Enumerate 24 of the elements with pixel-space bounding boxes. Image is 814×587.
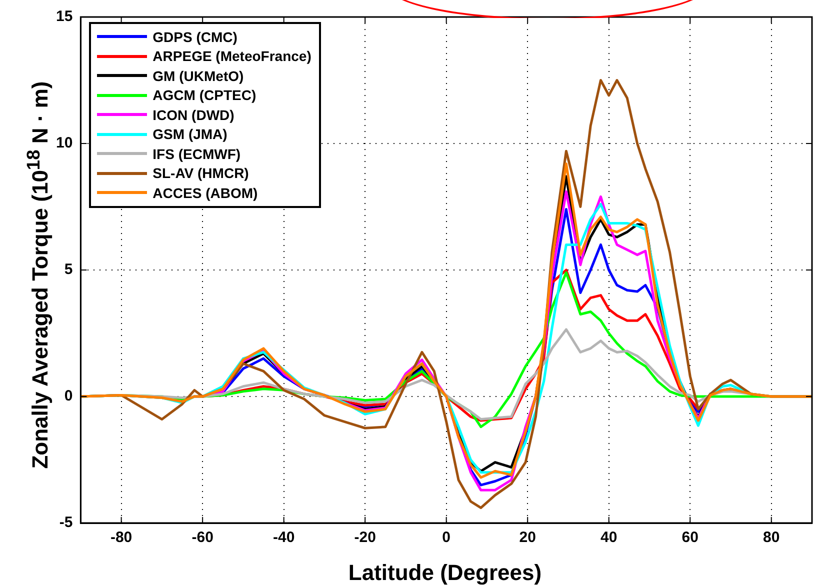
y-tick-label: 0: [64, 388, 73, 405]
x-tick-label: 0: [442, 529, 451, 546]
y-tick-label: 5: [64, 261, 73, 278]
x-tick-label: 80: [763, 529, 780, 546]
y-tick-label: -5: [59, 514, 73, 532]
x-tick-label: -20: [354, 529, 376, 546]
x-axis-title: Latitude (Degrees): [348, 560, 542, 586]
x-tick-label: -40: [272, 529, 295, 546]
legend-label: ICON (DWD): [152, 106, 234, 123]
x-tick-label: 40: [600, 529, 618, 546]
legend-label: ACCES (ABOM): [152, 184, 258, 201]
legend-label: ARPEGE (MeteoFrance): [152, 48, 312, 64]
legend-label: IFS (ECMWF): [152, 146, 241, 162]
y-tick-label: 15: [56, 8, 73, 26]
x-tick-label: 60: [682, 529, 698, 546]
x-tick-label: -60: [192, 529, 214, 546]
y-tick-label: 10: [56, 134, 73, 152]
legend-label: GSM (JMA): [152, 126, 228, 142]
legend-label: SL-AV (HMCR): [152, 165, 249, 182]
legend-label: GDPS (CMC): [152, 28, 238, 45]
x-tick-label: 20: [519, 529, 536, 546]
legend-label: GM (UKMetO): [152, 68, 244, 84]
legend-label: AGCM (CPTEC): [152, 87, 256, 104]
x-tick-label: -80: [110, 529, 132, 546]
